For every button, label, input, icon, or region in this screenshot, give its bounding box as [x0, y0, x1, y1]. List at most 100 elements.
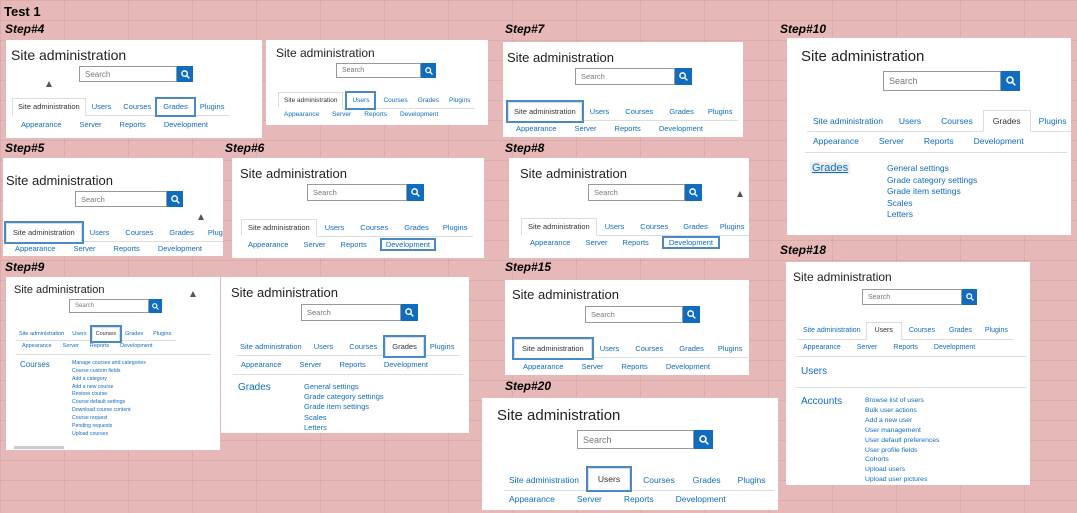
tab-users[interactable]: Users	[91, 102, 112, 111]
tab-server[interactable]: Server	[332, 111, 352, 118]
tab-server[interactable]: Server	[303, 240, 326, 249]
search-button[interactable]	[401, 304, 418, 321]
tab-courses[interactable]: Courses	[89, 325, 123, 343]
tab-server[interactable]: Server	[73, 244, 96, 253]
tab-users[interactable]: Users	[313, 342, 334, 351]
tab-reports[interactable]: Reports	[893, 344, 918, 351]
tab-appearance[interactable]: Appearance	[509, 494, 555, 504]
tab-users[interactable]: Users	[589, 107, 610, 116]
tab-site-administration[interactable]: Site administration	[4, 221, 84, 244]
tab-server[interactable]: Server	[62, 343, 79, 349]
link-user-management[interactable]: User management	[865, 426, 921, 434]
tab-courses[interactable]: Courses	[125, 228, 154, 237]
link-upload-courses[interactable]: Upload courses	[72, 430, 109, 437]
tab-courses[interactable]: Courses	[383, 97, 408, 104]
link-course-request[interactable]: Course request	[72, 414, 108, 421]
link-course-default-settings[interactable]: Course default settings	[72, 399, 126, 406]
tab-site-administration[interactable]: Site administration	[240, 342, 302, 351]
tab-grades[interactable]: Grades	[679, 344, 704, 353]
tab-plugins[interactable]: Plugins	[984, 327, 1008, 334]
search-button[interactable]	[962, 289, 977, 305]
tab-courses[interactable]: Courses	[635, 344, 664, 353]
search-input[interactable]: Search	[577, 430, 694, 449]
link-download-course-content[interactable]: Download course content	[72, 407, 131, 414]
tab-plugins[interactable]: Plugins	[429, 342, 455, 351]
tab-plugins[interactable]: Plugins	[719, 222, 745, 231]
tab-reports[interactable]: Reports	[339, 360, 366, 369]
search-input[interactable]: Search	[883, 71, 1001, 91]
tab-courses[interactable]: Courses	[360, 223, 389, 232]
link-grade-item-settings[interactable]: Grade item settings	[887, 186, 961, 196]
tab-development[interactable]: Development	[120, 343, 153, 349]
tab-grades[interactable]: Grades	[683, 222, 708, 231]
link-grade-item-settings[interactable]: Grade item settings	[304, 402, 370, 412]
tab-server[interactable]: Server	[878, 136, 904, 146]
tab-courses[interactable]: Courses	[908, 327, 935, 334]
tab-site-administration[interactable]: Site administration	[12, 98, 86, 116]
tab-grades[interactable]: Grades	[982, 110, 1031, 132]
tab-grades[interactable]: Grades	[125, 331, 144, 337]
tab-server[interactable]: Server	[576, 494, 602, 504]
tab-reports[interactable]: Reports	[621, 362, 648, 371]
tab-reports[interactable]: Reports	[113, 244, 140, 253]
tab-site-administration[interactable]: Site administration	[506, 100, 584, 123]
tab-site-administration[interactable]: Site administration	[512, 337, 594, 360]
link-user-profile-fields[interactable]: User profile fields	[865, 446, 918, 454]
tab-courses[interactable]: Courses	[941, 116, 973, 126]
tab-server[interactable]: Server	[585, 238, 608, 247]
tab-appearance[interactable]: Appearance	[15, 244, 56, 253]
search-button[interactable]	[149, 299, 162, 313]
tab-appearance[interactable]: Appearance	[22, 343, 52, 349]
tab-courses[interactable]: Courses	[640, 222, 669, 231]
link-scales[interactable]: Scales	[304, 412, 327, 422]
tab-courses[interactable]: Courses	[643, 475, 675, 485]
tab-grades[interactable]: Grades	[383, 335, 426, 358]
search-button[interactable]	[694, 430, 713, 449]
tab-reports[interactable]: Reports	[89, 343, 110, 349]
link-upload-users[interactable]: Upload users	[865, 466, 906, 474]
tab-users[interactable]: Users	[898, 116, 922, 126]
search-input[interactable]: Search	[69, 299, 149, 313]
tab-appearance[interactable]: Appearance	[530, 238, 571, 247]
tab-plugins[interactable]: Plugins	[707, 107, 733, 116]
tab-grades[interactable]: Grades	[948, 327, 972, 334]
link-restore-course[interactable]: Restore course	[72, 391, 108, 398]
search-input[interactable]: Search	[862, 289, 962, 305]
tab-site-administration[interactable]: Site administration	[813, 116, 883, 126]
tab-users[interactable]: Users	[865, 322, 902, 340]
tab-users[interactable]: Users	[345, 91, 377, 110]
tab-appearance[interactable]: Appearance	[241, 360, 282, 369]
search-button[interactable]	[1001, 71, 1020, 91]
tab-site-administration[interactable]: Site administration	[509, 475, 579, 485]
tab-development[interactable]: Development	[675, 494, 726, 504]
link-add-new-course[interactable]: Add a new course	[72, 383, 114, 390]
tab-grades[interactable]: Grades	[169, 228, 194, 237]
tab-site-administration[interactable]: Site administration	[278, 92, 344, 109]
tab-development[interactable]: Development	[163, 120, 209, 129]
tab-courses[interactable]: Courses	[625, 107, 654, 116]
tab-plugins[interactable]: Plugins	[153, 331, 172, 337]
link-add-category[interactable]: Add a category	[72, 375, 107, 382]
tab-server[interactable]: Server	[581, 362, 604, 371]
tab-site-administration[interactable]: Site administration	[803, 327, 861, 334]
tab-courses[interactable]: Courses	[349, 342, 378, 351]
link-upload-user-pictures[interactable]: Upload user pictures	[865, 476, 928, 484]
search-input[interactable]: Search	[301, 304, 401, 321]
link-grade-category-settings[interactable]: Grade category settings	[304, 392, 384, 402]
tab-grades[interactable]: Grades	[692, 475, 721, 485]
tab-plugins[interactable]: Plugins	[442, 223, 468, 232]
tab-users[interactable]: Users	[585, 466, 633, 492]
link-letters[interactable]: Letters	[304, 422, 327, 432]
tab-server[interactable]: Server	[79, 120, 102, 129]
tab-users[interactable]: Users	[72, 331, 87, 337]
search-button[interactable]	[407, 184, 424, 201]
search-input[interactable]: Search	[575, 68, 675, 85]
tab-reports[interactable]: Reports	[364, 111, 387, 118]
link-pending-requests[interactable]: Pending requests	[72, 422, 113, 429]
search-input[interactable]: Search	[336, 63, 421, 78]
tab-plugins[interactable]: Plugins	[449, 97, 471, 104]
tab-development[interactable]: Development	[658, 124, 704, 133]
tab-reports[interactable]: Reports	[623, 494, 654, 504]
search-input[interactable]: Search	[588, 184, 685, 201]
tab-plugins[interactable]: Plugins	[207, 228, 223, 237]
